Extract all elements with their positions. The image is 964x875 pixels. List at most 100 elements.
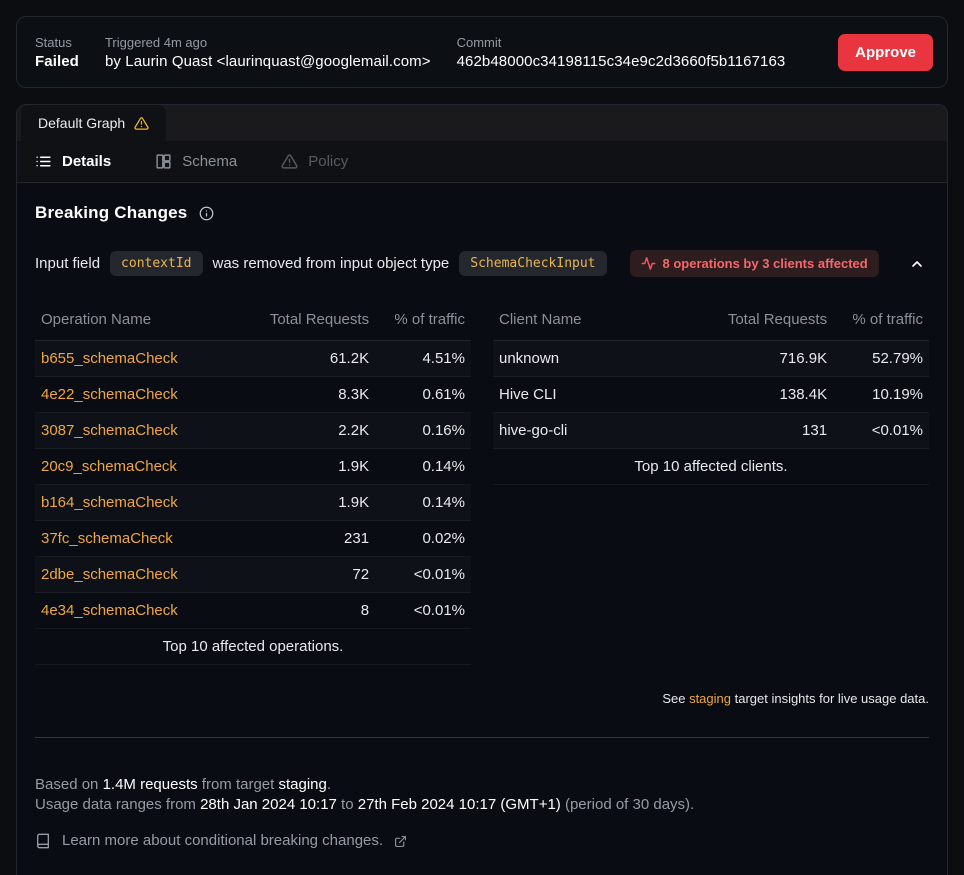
operation-row: 3087_schemaCheck 2.2K 0.16% xyxy=(35,412,471,449)
change-text-middle: was removed from input object type xyxy=(212,255,450,272)
graph-tab-label: Default Graph xyxy=(38,115,126,131)
operation-link[interactable]: 2dbe_schemaCheck xyxy=(41,566,178,583)
usage-tables: Operation Name Total Requests % of traff… xyxy=(35,301,929,665)
based-requests: 1.4M requests xyxy=(102,776,198,793)
clients-footnote: Top 10 affected clients. xyxy=(493,448,929,485)
info-icon[interactable] xyxy=(199,206,214,221)
col-operation-name: Operation Name xyxy=(35,301,262,341)
check-status-card: Status Failed Triggered 4m ago by Laurin… xyxy=(16,16,948,88)
operation-requests: 2.2K xyxy=(261,412,376,449)
client-requests: 716.9K xyxy=(719,340,834,377)
clients-table-header: Client Name Total Requests % of traffic xyxy=(493,301,929,341)
check-subnav: Details Schema Policy xyxy=(17,141,947,183)
col-pct-traffic: % of traffic xyxy=(375,301,471,341)
operation-row: 2dbe_schemaCheck 72 <0.01% xyxy=(35,556,471,593)
affected-operations-badge[interactable]: 8 operations by 3 clients affected xyxy=(629,250,879,277)
status-column: Status Failed xyxy=(35,35,79,70)
approve-button[interactable]: Approve xyxy=(838,33,933,71)
operation-row: 4e22_schemaCheck 8.3K 0.61% xyxy=(35,376,471,413)
warning-triangle-icon xyxy=(134,116,149,131)
operation-requests: 1.9K xyxy=(261,448,376,485)
type-code-chip: SchemaCheckInput xyxy=(459,251,607,276)
operation-requests: 231 xyxy=(261,520,376,557)
operation-link[interactable]: b164_schemaCheck xyxy=(41,494,178,511)
client-traffic: <0.01% xyxy=(833,412,929,449)
operation-requests: 8 xyxy=(261,592,376,629)
footer-divider xyxy=(35,737,929,738)
graph-tabstrip: Default Graph xyxy=(17,105,947,141)
alert-triangle-icon xyxy=(281,153,298,170)
client-row: hive-go-cli 131 <0.01% xyxy=(493,412,929,449)
clients-table: Client Name Total Requests % of traffic … xyxy=(493,301,929,485)
range-to-word: to xyxy=(336,796,358,813)
operation-row: 20c9_schemaCheck 1.9K 0.14% xyxy=(35,448,471,485)
col-total-requests: Total Requests xyxy=(261,301,376,341)
triggered-value: by Laurin Quast <laurinquast@googlemail.… xyxy=(104,52,431,70)
operation-requests: 8.3K xyxy=(261,376,376,413)
operation-row: b655_schemaCheck 61.2K 4.51% xyxy=(35,340,471,377)
learn-more-link[interactable]: Learn more about conditional breaking ch… xyxy=(35,831,407,851)
operation-traffic: 0.14% xyxy=(375,448,471,485)
operation-link[interactable]: 20c9_schemaCheck xyxy=(41,458,177,475)
client-row: Hive CLI 138.4K 10.19% xyxy=(493,376,929,413)
breaking-changes-header: Breaking Changes xyxy=(35,203,929,223)
operation-link[interactable]: 4e34_schemaCheck xyxy=(41,602,178,619)
commit-label: Commit xyxy=(456,34,502,50)
change-text-prefix: Input field xyxy=(35,255,101,272)
triggered-column: Triggered 4m ago by Laurin Quast <laurin… xyxy=(105,35,431,70)
operation-link[interactable]: 3087_schemaCheck xyxy=(41,422,178,439)
tab-schema-label: Schema xyxy=(182,153,238,170)
client-traffic: 52.79% xyxy=(833,340,929,377)
commit-value: 462b48000c34198115c34e9c2d3660f5b1167163 xyxy=(456,52,786,70)
staging-target-link[interactable]: staging xyxy=(689,691,731,706)
collapse-chevron-up-icon[interactable] xyxy=(905,252,929,276)
usage-summary: Based on 1.4M requests from target stagi… xyxy=(35,775,929,855)
tab-policy[interactable]: Policy xyxy=(281,153,348,170)
affected-badge-label: 8 operations by 3 clients affected xyxy=(662,256,868,271)
activity-pulse-icon xyxy=(641,256,656,271)
tab-schema[interactable]: Schema xyxy=(155,153,237,170)
see-insights-line: See staging target insights for live usa… xyxy=(35,691,929,706)
breaking-change-row: Input field contextId was removed from i… xyxy=(35,250,929,277)
client-traffic: 10.19% xyxy=(833,376,929,413)
client-row: unknown 716.9K 52.79% xyxy=(493,340,929,377)
based-target: staging xyxy=(278,776,327,793)
tab-default-graph[interactable]: Default Graph xyxy=(21,105,167,141)
range-from: 28th Jan 2024 10:17 xyxy=(200,796,337,813)
col-pct-traffic: % of traffic xyxy=(833,301,929,341)
commit-column: Commit 462b48000c34198115c34e9c2d3660f5b… xyxy=(457,35,786,70)
operation-traffic: 0.02% xyxy=(375,520,471,557)
operation-row: 37fc_schemaCheck 231 0.02% xyxy=(35,520,471,557)
learn-more-label: Learn more about conditional breaking ch… xyxy=(62,832,384,849)
operation-link[interactable]: 4e22_schemaCheck xyxy=(41,386,178,403)
operation-link[interactable]: 37fc_schemaCheck xyxy=(41,530,173,547)
based-prefix: Based on xyxy=(35,776,103,793)
based-middle: from target xyxy=(197,776,279,793)
col-total-requests: Total Requests xyxy=(719,301,834,341)
client-name: unknown xyxy=(493,340,720,377)
status-label: Status xyxy=(35,34,72,50)
col-client-name: Client Name xyxy=(493,301,720,341)
client-requests: 138.4K xyxy=(719,376,834,413)
operation-traffic: 0.16% xyxy=(375,412,471,449)
tab-details-label: Details xyxy=(62,153,112,170)
operation-link[interactable]: b655_schemaCheck xyxy=(41,350,178,367)
based-on-line: Based on 1.4M requests from target stagi… xyxy=(35,775,929,795)
see-insights-prefix: See xyxy=(662,691,690,706)
operation-requests: 72 xyxy=(261,556,376,593)
operation-requests: 61.2K xyxy=(261,340,376,377)
external-link-icon xyxy=(394,835,407,848)
tab-details[interactable]: Details xyxy=(35,153,111,170)
operation-requests: 1.9K xyxy=(261,484,376,521)
book-icon xyxy=(35,833,51,849)
list-icon xyxy=(35,153,52,170)
range-suffix: (period of 30 days). xyxy=(560,796,695,813)
operation-traffic: 0.61% xyxy=(375,376,471,413)
schema-columns-icon xyxy=(155,153,172,170)
schema-check-panel: Default Graph Details Schema xyxy=(16,104,948,875)
range-to: 27th Feb 2024 10:17 (GMT+1) xyxy=(357,796,561,813)
operations-table: Operation Name Total Requests % of traff… xyxy=(35,301,471,665)
tab-policy-label: Policy xyxy=(308,153,349,170)
client-requests: 131 xyxy=(719,412,834,449)
